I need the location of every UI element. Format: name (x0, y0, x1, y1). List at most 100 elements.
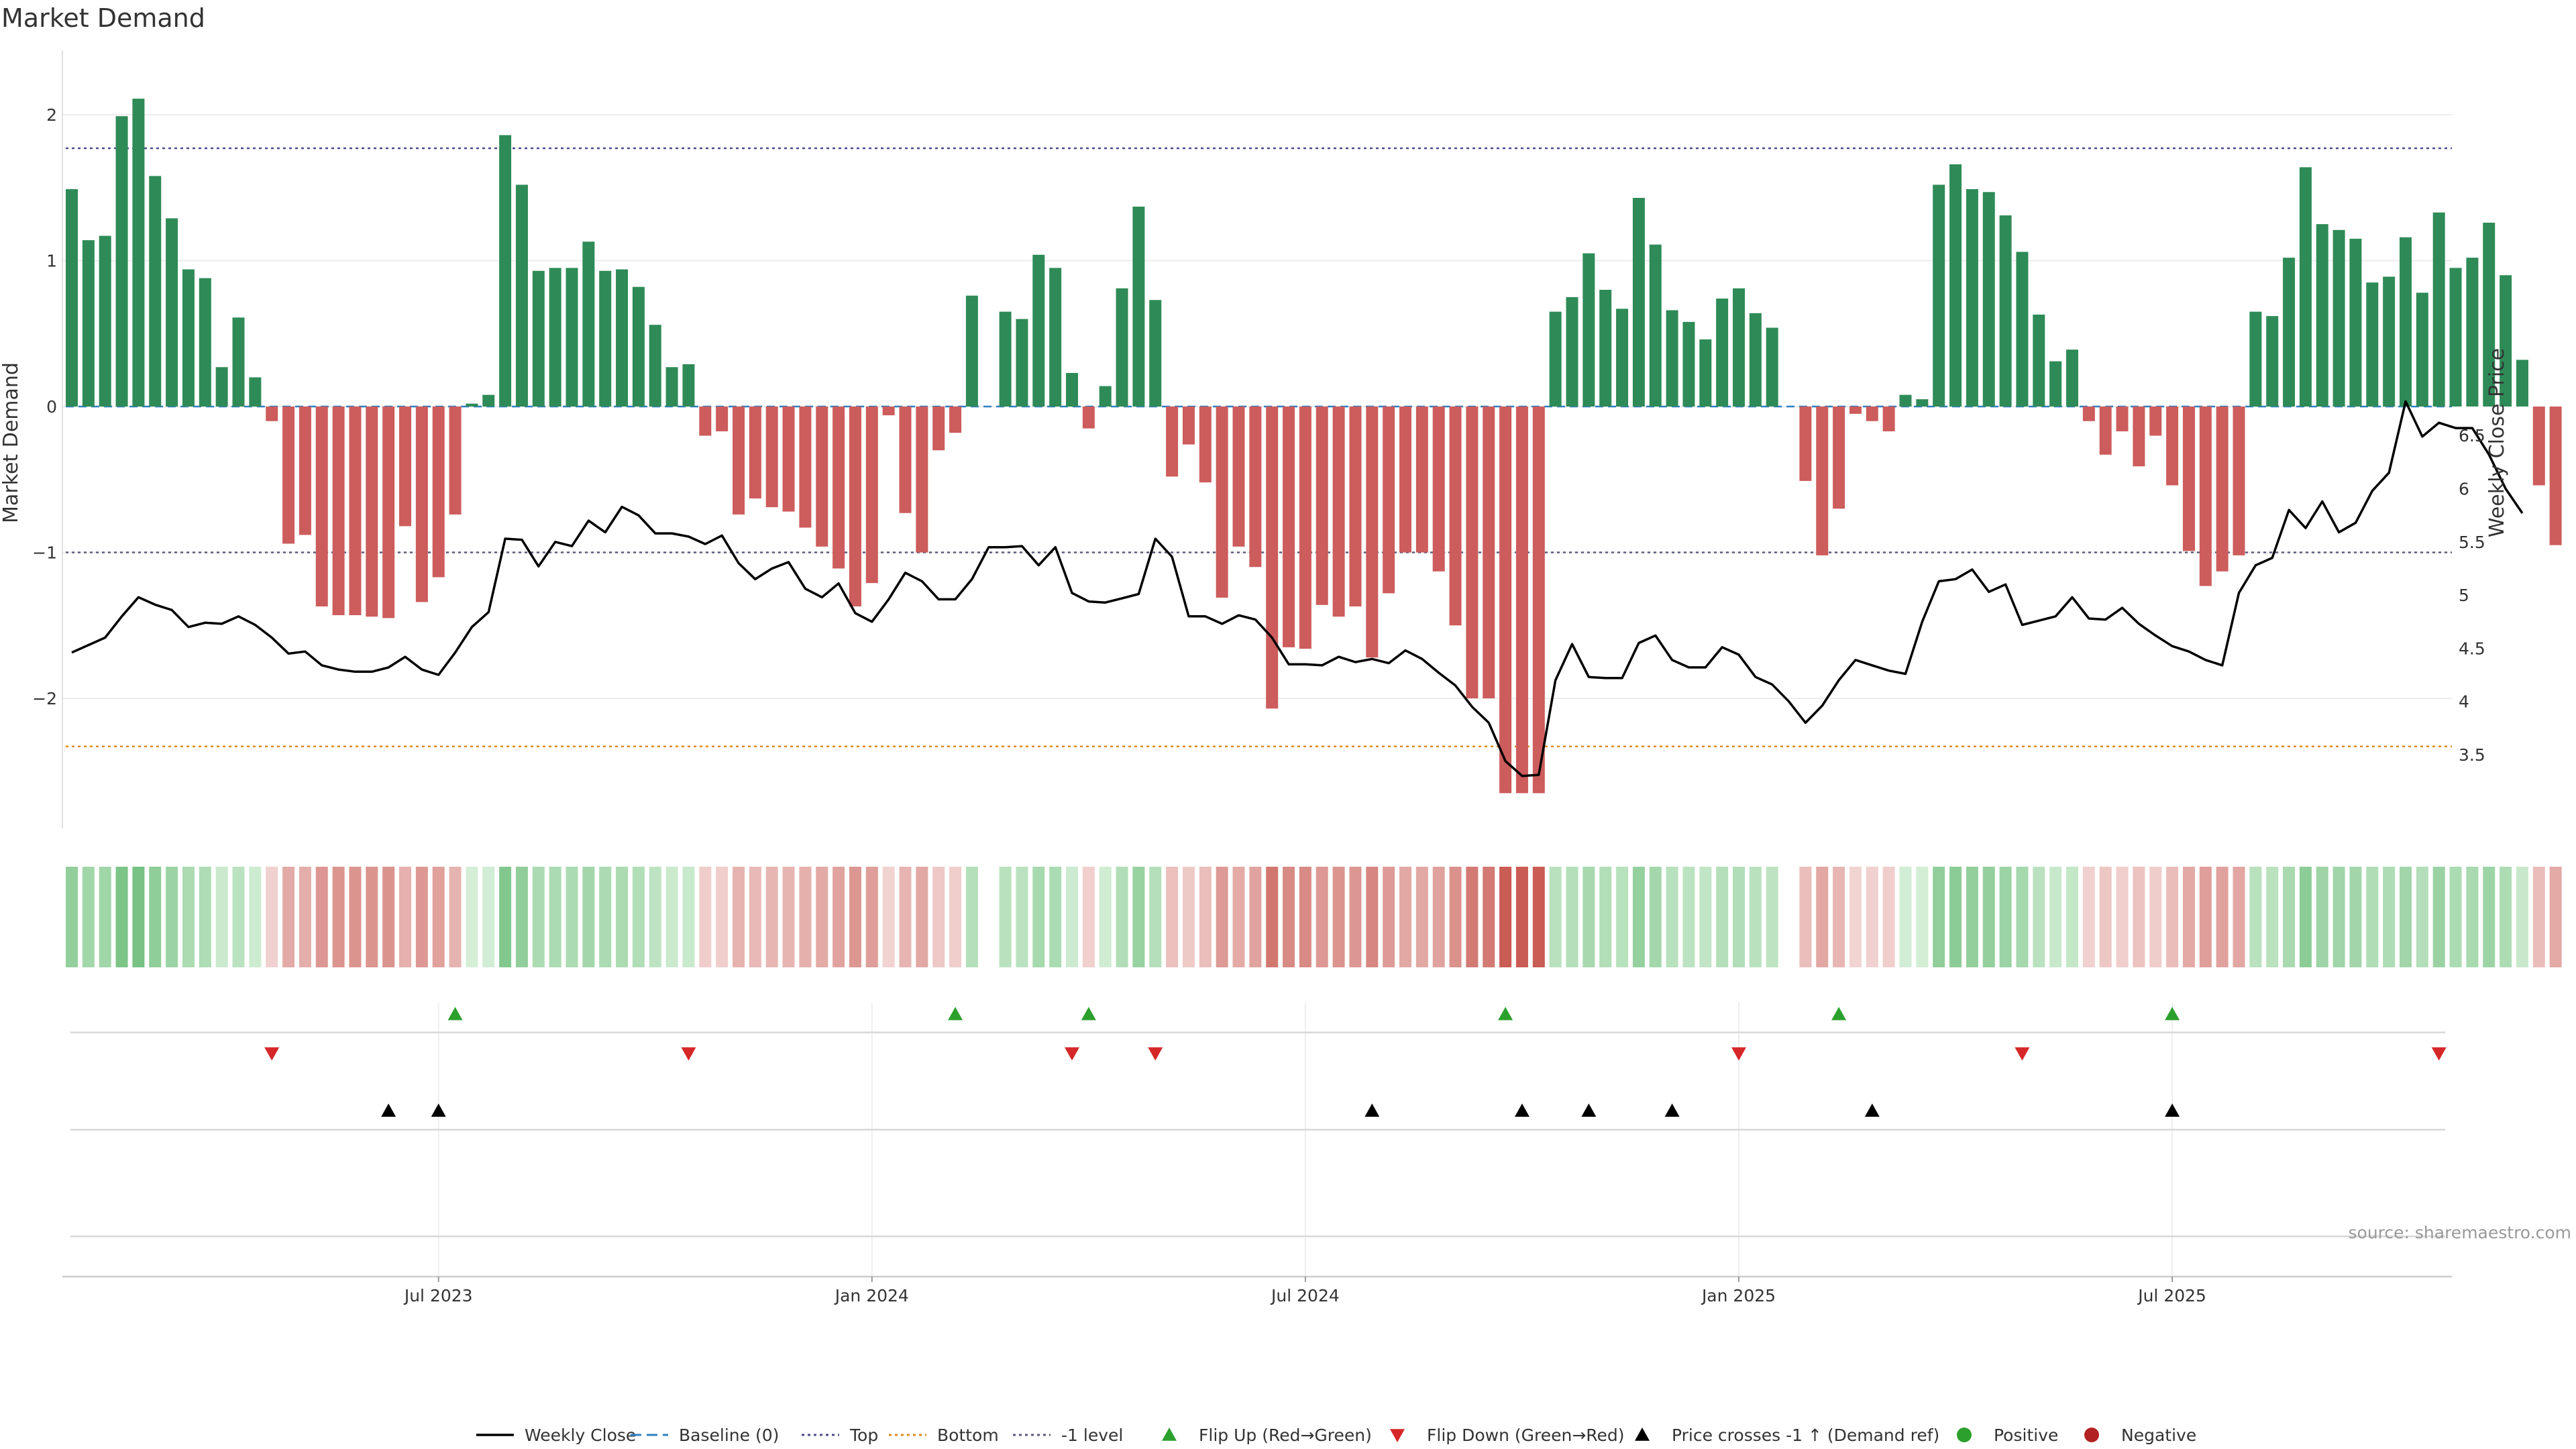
flip-down-markers (264, 1047, 2447, 1061)
negative-bar (1232, 407, 1245, 547)
negative-bar (1182, 407, 1195, 445)
price-cross-marker (2165, 1104, 2180, 1117)
heat-cell (1499, 867, 1512, 967)
flip-up-marker (1081, 1007, 1096, 1020)
y-tick-label: −1 (32, 543, 57, 563)
heat-cell (515, 867, 528, 967)
weekly-close-line (71, 400, 2524, 777)
negative-bar (749, 407, 761, 499)
heat-cell (1032, 867, 1045, 967)
heat-cell (799, 867, 812, 967)
x-tick-label: Jul 2024 (1270, 1286, 1340, 1305)
flip-up-marker (948, 1007, 963, 1020)
positive-bar (2500, 275, 2512, 407)
heat-cell (1066, 867, 1078, 967)
positive-bar (582, 241, 595, 407)
positive-bar (2066, 350, 2078, 407)
heat-cell (1982, 867, 1995, 967)
legend-item: Top (802, 1426, 878, 1445)
negative-bar (833, 407, 845, 569)
price-cross-markers (381, 1104, 2180, 1117)
positive-bar (1666, 310, 1678, 407)
heat-cell (599, 867, 612, 967)
event-panel: source: sharemaestro.com Jul 2023 Jan 202… (62, 1003, 2571, 1305)
heat-cell (215, 867, 228, 967)
negative-bar (932, 407, 945, 451)
positive-bar (2033, 314, 2045, 407)
positive-bar (2016, 252, 2029, 407)
flip-up-marker (2165, 1007, 2180, 1020)
heat-cell (1866, 867, 1878, 967)
heat-cell (632, 867, 645, 967)
legend-label: -1 level (1061, 1426, 1123, 1445)
price-cross-marker (431, 1104, 446, 1117)
positive-bar (1566, 297, 1578, 407)
positive-bar (215, 367, 228, 407)
negative-bar (399, 407, 411, 527)
positive-bar (2332, 229, 2345, 407)
negative-bar (2182, 407, 2195, 551)
positive-bar (1999, 215, 2012, 407)
positive-bar (1632, 197, 1645, 407)
heat-cell (1699, 867, 1712, 967)
heat-cell (332, 867, 345, 967)
heat-cell (1283, 867, 1295, 967)
positive-bar (1699, 339, 1712, 407)
negative-bar (1799, 407, 1812, 481)
heat-cell (782, 867, 795, 967)
heat-cell (449, 867, 462, 967)
y2-tick-label: 4.5 (2459, 639, 2485, 658)
heat-cell (1766, 867, 1778, 967)
x-tick-label: Jul 2023 (403, 1286, 473, 1305)
heat-cell (1415, 867, 1428, 967)
positive-bar (566, 268, 578, 407)
heat-cell (1882, 867, 1895, 967)
negative-bar (1532, 407, 1545, 794)
positive-bar (182, 269, 195, 407)
price-cross-marker (1864, 1104, 1880, 1117)
heat-cell (2332, 867, 2345, 967)
negative-bar (799, 407, 812, 528)
flip-down-marker (681, 1047, 696, 1061)
heat-cell (2366, 867, 2379, 967)
negative-bar (1316, 407, 1328, 605)
positive-bar (115, 116, 128, 407)
heat-cell (282, 867, 295, 967)
positive-bar (249, 377, 262, 407)
negative-bar (1199, 407, 1212, 483)
heat-cell (1383, 867, 1395, 967)
heat-cell (1849, 867, 1862, 967)
heat-cell (2516, 867, 2528, 967)
legend-swatch (1162, 1428, 1177, 1441)
positive-bar (1766, 327, 1778, 407)
negative-bar (1166, 407, 1179, 477)
heat-cell (1682, 867, 1695, 967)
heat-cell (1432, 867, 1445, 967)
heat-cell (2449, 867, 2462, 967)
positive-bar (2283, 258, 2296, 407)
heat-cell (1449, 867, 1462, 967)
heat-cell (399, 867, 411, 967)
positive-bar (1099, 386, 1112, 407)
negative-bar (1515, 407, 1528, 794)
heat-cell (315, 867, 328, 967)
heat-cell (266, 867, 278, 967)
positive-bar (2299, 167, 2312, 407)
negative-bar (699, 407, 712, 436)
y-tick-label: 1 (46, 252, 57, 271)
y2-tick-label: 4 (2459, 692, 2469, 712)
heat-cell (1166, 867, 1179, 967)
heat-cell (1799, 867, 1812, 967)
positive-bar (632, 286, 645, 407)
heat-cell (566, 867, 578, 967)
legend: Weekly Close Baseline (0) Top Bottom -1 leve… (476, 1426, 2196, 1445)
positive-bar (549, 268, 561, 407)
negative-bar (366, 407, 378, 617)
heat-cell (699, 867, 712, 967)
heat-cell (2216, 867, 2229, 967)
negative-bar (382, 407, 395, 619)
heat-cell (1833, 867, 1845, 967)
positive-bar (1982, 192, 1995, 407)
heat-cell (682, 867, 695, 967)
price-cross-marker (381, 1104, 396, 1117)
